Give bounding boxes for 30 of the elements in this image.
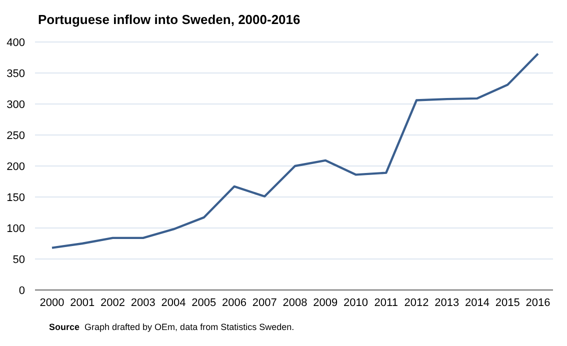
y-tick-label: 350 xyxy=(6,68,25,80)
x-tick-label: 2012 xyxy=(404,297,429,309)
y-tick-label: 0 xyxy=(18,284,25,297)
x-tick-label: 2011 xyxy=(374,297,398,309)
y-tick-label: 100 xyxy=(6,222,25,235)
y-tick-label: 400 xyxy=(6,36,25,49)
x-tick-label: 2004 xyxy=(161,297,186,309)
y-tick-label: 200 xyxy=(6,160,25,173)
x-tick-label: 2000 xyxy=(40,297,64,309)
x-tick-label: 2015 xyxy=(495,297,520,309)
y-tick-label: 250 xyxy=(6,130,25,142)
x-tick-label: 2001 xyxy=(70,297,95,309)
y-tick-label: 300 xyxy=(6,98,25,111)
x-tick-label: 2007 xyxy=(252,297,277,309)
line-series xyxy=(50,52,540,249)
x-tick-label: 2003 xyxy=(130,297,156,309)
x-tick-label: 2002 xyxy=(100,297,125,309)
chart-title: Portuguese inflow into Sweden, 2000-2016 xyxy=(38,12,300,27)
x-tick-label: 2006 xyxy=(222,297,246,309)
x-tick-label: 2008 xyxy=(282,297,308,309)
x-tick-label: 2009 xyxy=(313,297,338,309)
text: Source xyxy=(49,322,80,332)
x-tick-label: 2005 xyxy=(192,297,216,309)
y-tick-label: 150 xyxy=(6,192,25,204)
x-tick-label: 2016 xyxy=(526,297,550,309)
x-tick-label: 2014 xyxy=(465,297,490,309)
y-tick-label: 50 xyxy=(12,254,25,266)
x-tick-label: 2010 xyxy=(344,297,368,309)
text: Graph drafted by OEm, data from Statistics Sweden. xyxy=(84,322,294,332)
x-tick-label: 2013 xyxy=(434,297,460,309)
